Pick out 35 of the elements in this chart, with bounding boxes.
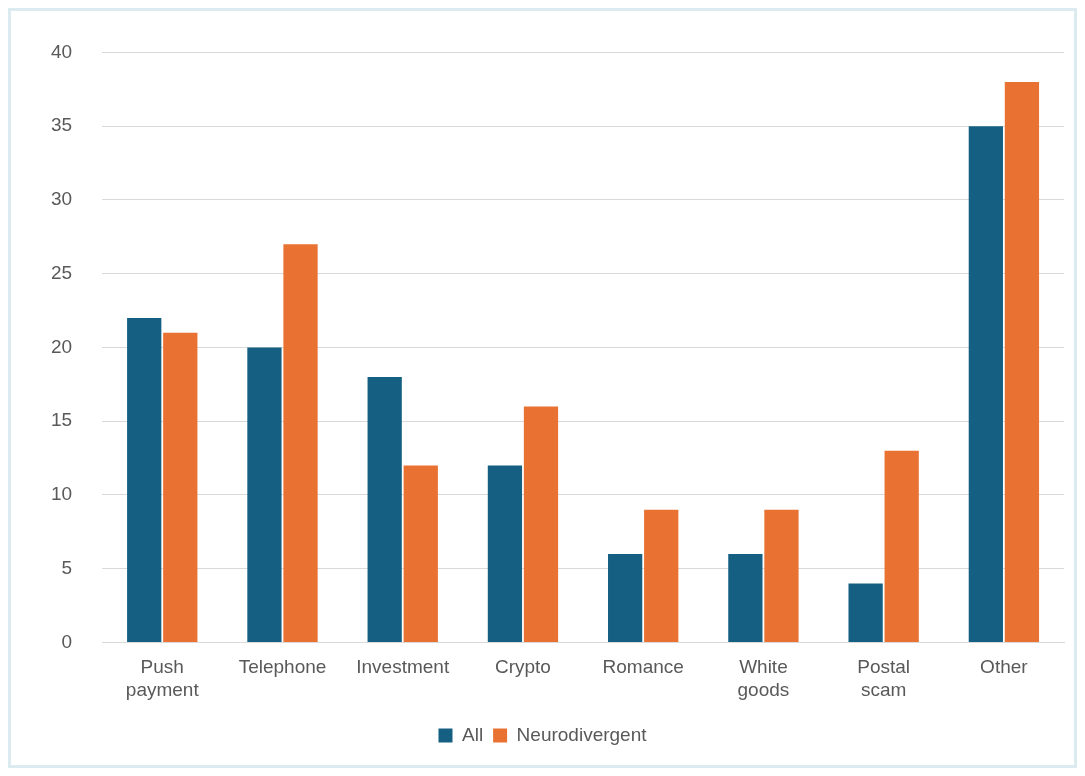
- bar: [884, 450, 919, 642]
- x-tick-label: White goods: [737, 656, 790, 700]
- x-tick-label: Push payment: [125, 656, 200, 700]
- y-tick-label: 35: [50, 114, 73, 136]
- y-tick-label: 0: [61, 630, 73, 652]
- y-tick-label: 5: [61, 556, 73, 578]
- y-tick-label: 10: [50, 483, 73, 505]
- bar: [968, 126, 1003, 642]
- bar: [367, 376, 402, 642]
- x-tick-label: Crypto: [494, 656, 551, 678]
- x-tick-label: Postal scam: [857, 656, 911, 700]
- y-tick-label: 40: [50, 40, 73, 62]
- x-tick-label: Other: [980, 656, 1029, 678]
- bar: [764, 509, 799, 642]
- bar: [848, 583, 883, 642]
- y-tick-label: 15: [50, 409, 73, 431]
- x-tick-label: Telephone: [238, 656, 327, 678]
- y-tick-label: 30: [50, 188, 73, 210]
- bar: [1004, 81, 1040, 642]
- bar: [644, 509, 679, 642]
- y-tick-label: 25: [50, 261, 73, 283]
- bar: [163, 332, 198, 642]
- x-tick-label: Romance: [602, 656, 684, 678]
- bar: [523, 406, 559, 642]
- legend-label: Neurodivergent: [516, 723, 648, 745]
- bar: [283, 244, 318, 642]
- x-tick-label: Investment: [356, 656, 450, 678]
- bar: [608, 553, 643, 642]
- bar: [127, 317, 162, 642]
- bar: [247, 347, 282, 642]
- bar: [403, 465, 438, 642]
- bar: [728, 553, 763, 642]
- bar: [487, 465, 523, 642]
- legend-label: All: [461, 723, 484, 745]
- y-tick-label: 20: [50, 335, 73, 357]
